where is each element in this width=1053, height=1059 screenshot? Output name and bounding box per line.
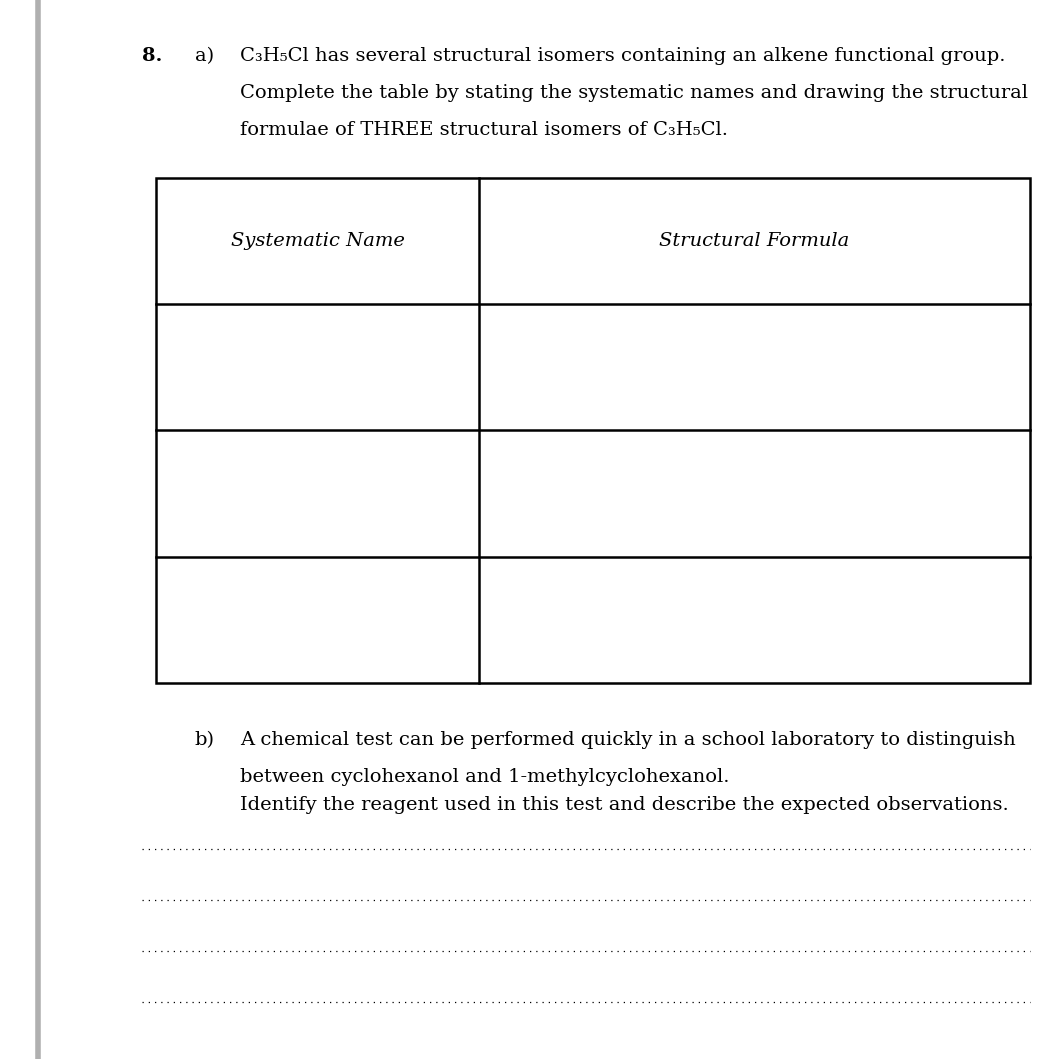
- Text: 8.: 8.: [142, 47, 162, 65]
- Text: A chemical test can be performed quickly in a school laboratory to distinguish: A chemical test can be performed quickly…: [240, 731, 1016, 749]
- Bar: [156, 178, 1030, 683]
- Text: Structural Formula: Structural Formula: [659, 232, 850, 250]
- Text: b): b): [195, 731, 215, 749]
- Text: a): a): [195, 47, 214, 65]
- Text: Complete the table by stating the systematic names and drawing the structural: Complete the table by stating the system…: [240, 84, 1028, 102]
- Text: between cyclohexanol and 1-methylcyclohexanol.: between cyclohexanol and 1-methylcyclohe…: [240, 768, 730, 786]
- Text: Identify the reagent used in this test and describe the expected observations.: Identify the reagent used in this test a…: [240, 796, 1009, 814]
- Text: formulae of THREE structural isomers of C₃H₅Cl.: formulae of THREE structural isomers of …: [240, 121, 728, 139]
- Text: C₃H₅Cl has several structural isomers containing an alkene functional group.: C₃H₅Cl has several structural isomers co…: [240, 47, 1006, 65]
- Text: Systematic Name: Systematic Name: [231, 232, 404, 250]
